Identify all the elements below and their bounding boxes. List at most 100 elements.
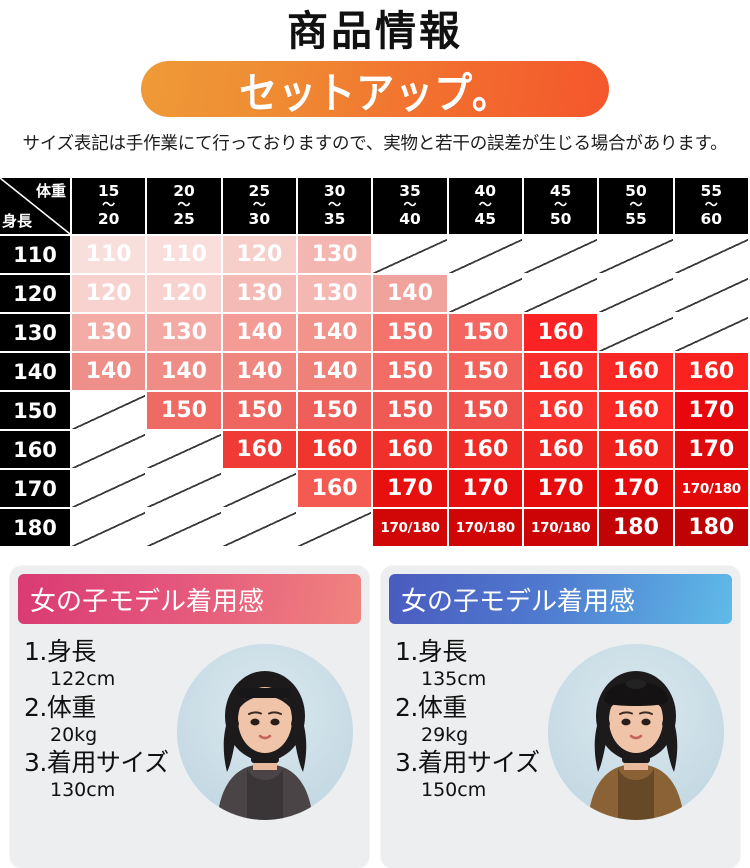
size-cell: 160 [523, 392, 600, 431]
size-cell: 150 [373, 314, 449, 353]
size-cell: 140 [373, 275, 449, 314]
size-cell: 170/180 [674, 470, 750, 509]
size-cell-empty [599, 314, 675, 353]
model-spec-number: 1. [395, 637, 418, 666]
size-cell: 160 [599, 392, 675, 431]
size-cell: 150 [297, 392, 374, 431]
size-cell-empty [72, 431, 148, 470]
model-spec-number: 3. [395, 748, 418, 777]
weight-from: 50 [625, 182, 647, 201]
size-cell: 140 [297, 353, 374, 392]
table-row: 160 160 160 160 160 160 160 170 [0, 431, 750, 470]
model-spec-value: 29kg [421, 723, 469, 746]
model-spec-number: 2. [395, 692, 418, 722]
size-cell: 130 [72, 314, 148, 353]
size-cell: 120 [147, 275, 223, 314]
model-illustration-icon [588, 671, 684, 820]
size-cell: 140 [297, 314, 374, 353]
size-cell: 170 [674, 431, 750, 470]
weight-range-header-5: 35 ～ 40 [373, 178, 449, 236]
size-cell-empty [72, 470, 148, 509]
model-spec-value: 130cm [50, 779, 116, 801]
table-row: 130 130 130 140 140 150 150 160 [0, 314, 750, 353]
size-cell: 120 [222, 236, 298, 275]
weight-from: 25 [248, 182, 271, 201]
table-row: 180 170/180 170/180 170/180 180 180 [0, 509, 750, 548]
table-row: 110 110 110 120 130 [0, 236, 750, 275]
size-cell-empty [448, 236, 524, 275]
size-cell: 160 [297, 470, 374, 509]
size-cell: 150 [222, 392, 298, 431]
weight-separator: ～ [403, 197, 417, 213]
size-cell: 150 [373, 353, 449, 392]
size-cell: 160 [448, 431, 524, 470]
size-cell: 150 [373, 392, 449, 431]
girl-model-photo-left [177, 644, 353, 820]
weight-to: 30 [248, 210, 271, 229]
weight-separator: ～ [554, 197, 568, 213]
model-spec-label: 1.身長 [395, 637, 467, 666]
weight-to: 55 [625, 210, 647, 229]
weight-range-header-7: 45 ～ 50 [523, 178, 600, 236]
size-cell: 160 [222, 431, 298, 470]
size-cell-empty [373, 236, 449, 275]
weight-from: 40 [474, 182, 497, 201]
girl-model-photo-right [548, 644, 724, 820]
weight-to: 50 [549, 210, 572, 229]
page-title: 商品情報 [287, 7, 463, 55]
weight-from: 45 [549, 182, 572, 201]
height-row-header-110: 110 [0, 236, 72, 275]
weight-to: 60 [700, 210, 723, 229]
size-cell: 170/180 [448, 509, 524, 548]
size-disclaimer: サイズ表記は手作業にて行っておりますので、実物と若干の誤差が生じる場合があります… [22, 134, 728, 155]
size-cell: 160 [297, 431, 374, 470]
height-row-header-180: 180 [0, 509, 72, 548]
size-cell-empty [147, 509, 223, 548]
model-spec-value: 135cm [421, 668, 487, 690]
size-cell: 170 [373, 470, 449, 509]
size-cell-empty [297, 509, 374, 548]
model-spec-label: 3.着用サイズ [395, 748, 540, 777]
weight-separator: ～ [328, 197, 342, 213]
weight-from: 35 [399, 182, 421, 201]
model-spec-number: 2. [24, 692, 47, 722]
weight-to: 40 [399, 210, 421, 229]
weight-separator: ～ [704, 197, 718, 213]
model-spec-value: 150cm [421, 779, 487, 801]
size-cell-empty [674, 275, 750, 314]
size-cell: 140 [222, 353, 298, 392]
size-cell-empty [222, 509, 298, 548]
size-cell: 150 [448, 353, 524, 392]
weight-to: 25 [173, 210, 195, 229]
size-cell: 180 [674, 509, 750, 548]
model-spec-number: 3. [24, 748, 47, 777]
model-spec-label: 2.体重 [395, 692, 467, 722]
size-cell: 170 [674, 392, 750, 431]
size-cell-empty [523, 275, 600, 314]
weight-to: 20 [97, 210, 120, 229]
model-spec-1: 1.身長 122cm [24, 638, 369, 694]
size-cell: 130 [297, 275, 374, 314]
size-cell: 160 [523, 431, 600, 470]
weight-from: 30 [323, 182, 346, 201]
size-cell-empty [72, 509, 148, 548]
weight-range-header-4: 30 ～ 35 [297, 178, 374, 236]
model-spec-label: 3.着用サイズ [24, 748, 169, 777]
table-row: 140 140 140 140 140 150 150 160 160 160 [0, 353, 750, 392]
size-cell: 130 [147, 314, 223, 353]
size-cell-empty [72, 392, 148, 431]
size-cell: 180 [599, 509, 675, 548]
size-cell: 170/180 [523, 509, 600, 548]
model-panel-left: 女の子モデル着用感 1.身長 122cm 2.体重 20kg 3.着用サイズ 130cm [10, 566, 369, 868]
model-spec-label: 1.身長 [24, 637, 96, 666]
weight-range-header-9: 55 ～ 60 [674, 178, 750, 236]
size-cell-empty [222, 470, 298, 509]
size-cell: 150 [147, 392, 223, 431]
height-row-header-120: 120 [0, 275, 72, 314]
diagonal-divider-icon [0, 178, 70, 234]
height-row-header-170: 170 [0, 470, 72, 509]
model-spec-value: 20kg [50, 723, 98, 746]
model-spec-1: 1.身長 135cm [395, 638, 740, 694]
size-cell: 140 [222, 314, 298, 353]
